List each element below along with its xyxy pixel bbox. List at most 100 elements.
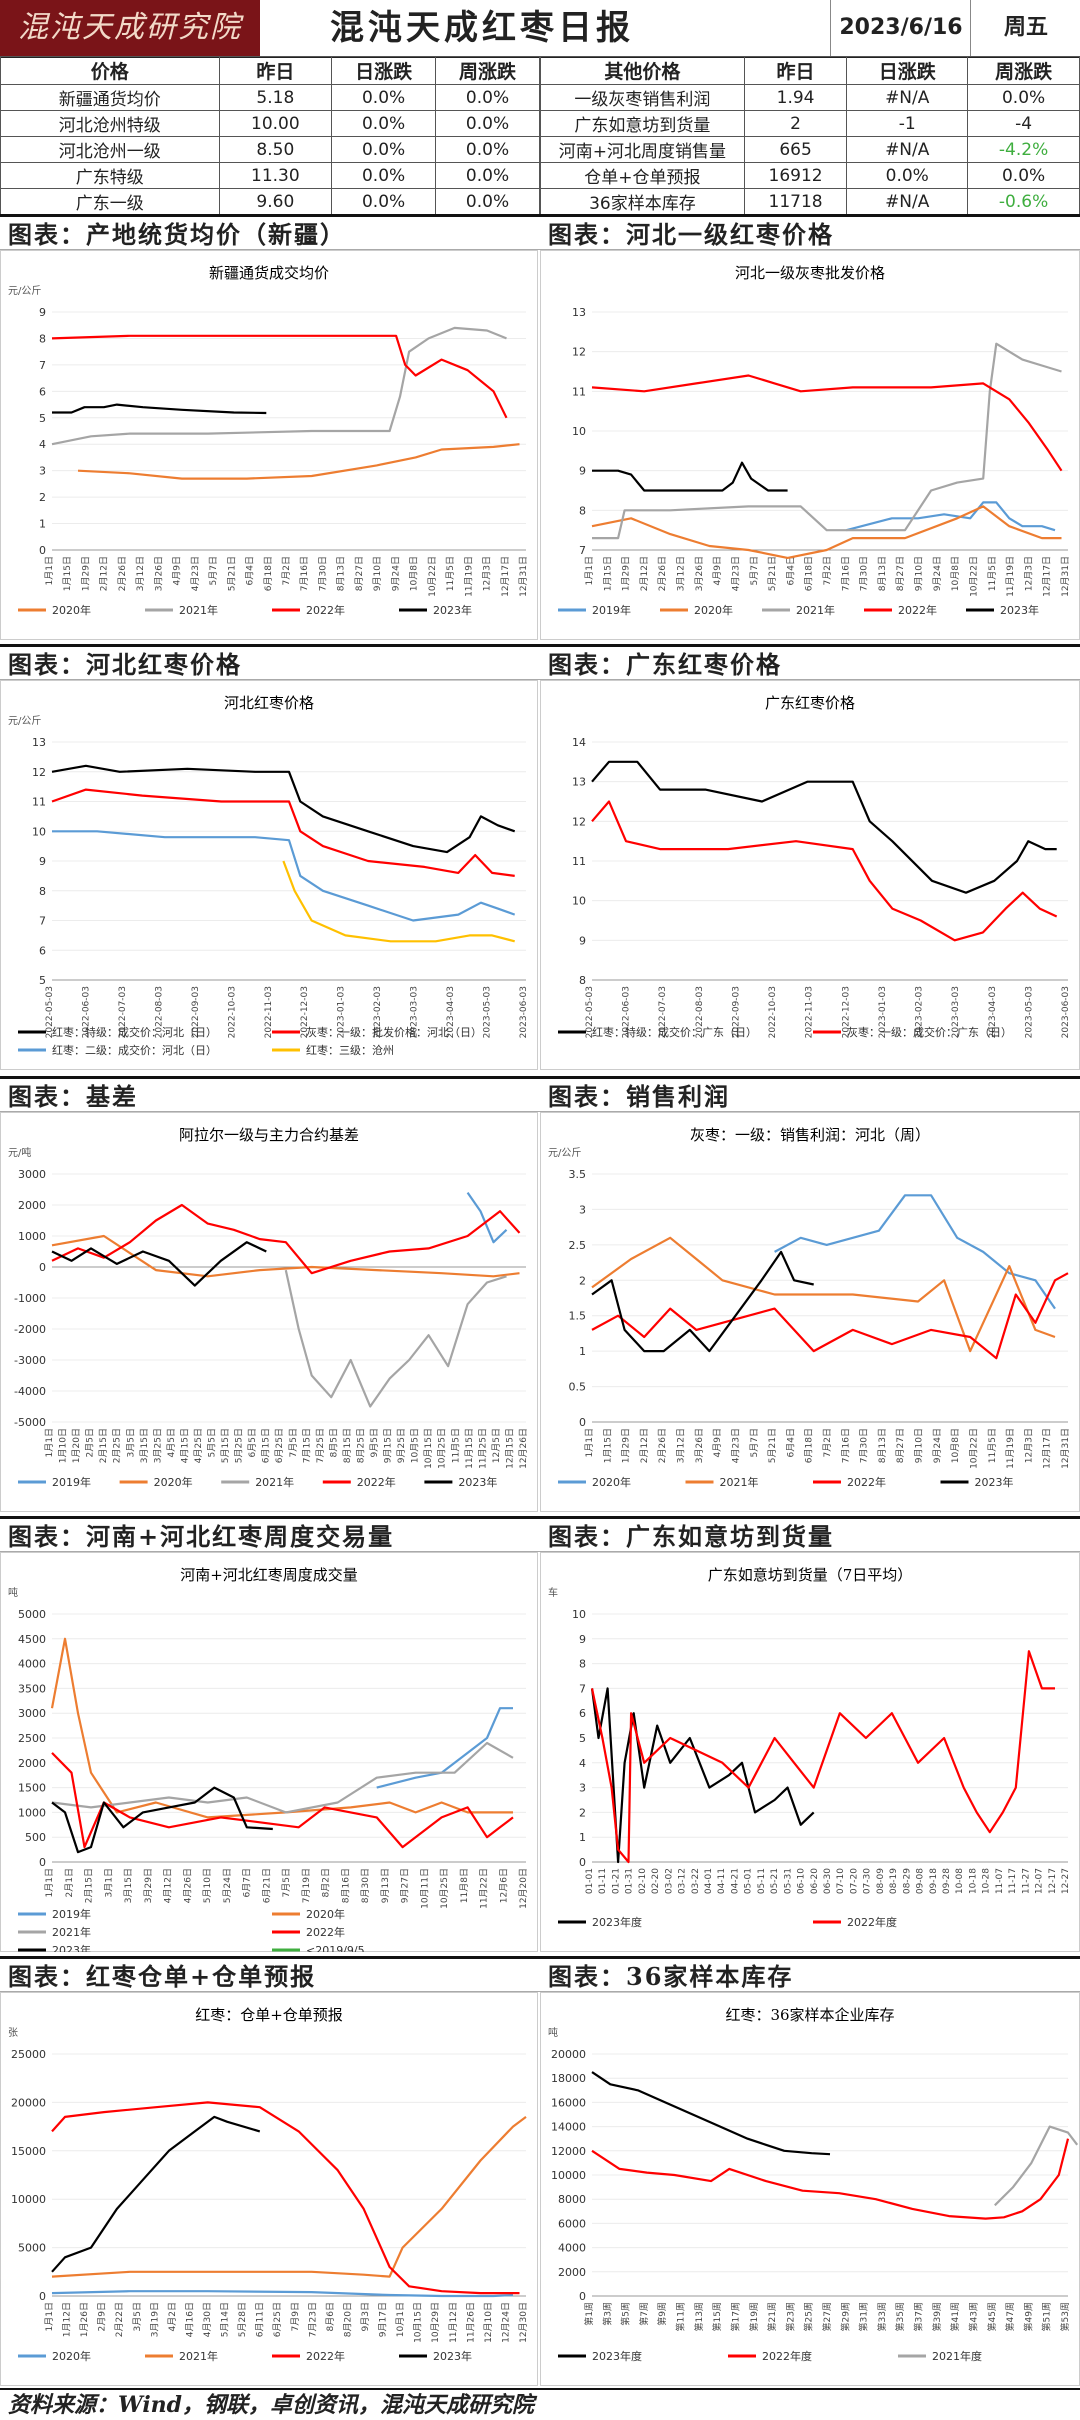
chart-title: 红枣：36家样本企业库存 [725, 2006, 894, 2024]
table-cell: 2 [743, 110, 848, 137]
row-label: 广东如意坊到货量 [540, 110, 745, 137]
x-tick-label: 6月4日 [785, 1428, 796, 1457]
table-cell: 8.50 [218, 136, 333, 163]
section-title: 图表：河北一级红枣价格 [540, 214, 1080, 250]
x-tick-label: 07-30 [863, 1868, 873, 1894]
x-tick-label: 1月10日 [58, 1428, 69, 1463]
x-tick-label: 12月17日 [500, 556, 511, 597]
legend-label: 灰枣：一级：成交价：广东（日） [847, 1025, 1012, 1039]
x-tick-label: 6月7日 [242, 1868, 253, 1897]
y-tick-label: 18000 [551, 2072, 586, 2085]
chart-frame [540, 680, 1080, 1070]
chart-frame [0, 1992, 538, 2386]
y-tick-label: 14000 [551, 2121, 586, 2134]
y-tick-label: 12000 [551, 2145, 586, 2158]
y-tick-label: 4000 [18, 1658, 46, 1671]
x-tick-label: 9月5日 [369, 1428, 380, 1457]
section-title: 图表：销售利润 [540, 1076, 1080, 1112]
y-tick-label: 1 [39, 518, 46, 531]
x-tick-label: 2月25日 [112, 1428, 123, 1463]
y-tick-label: 20000 [11, 2096, 46, 2109]
x-tick-label: 11月5日 [987, 1428, 998, 1463]
x-tick-label: 10月5日 [410, 1428, 421, 1463]
chart-frame [0, 1112, 538, 1512]
x-tick-label: 11月15日 [464, 1428, 475, 1469]
series-line [592, 461, 788, 492]
y-tick-label: 2 [579, 1274, 586, 1287]
x-tick-label: 2月22日 [114, 2302, 125, 2337]
x-tick-label: 7月30日 [859, 1428, 870, 1463]
y-tick-label: 10 [572, 425, 586, 438]
x-tick-label: 1月12日 [62, 2302, 73, 2337]
x-tick-label: 4月9日 [712, 1428, 723, 1457]
x-tick-label: 3月26日 [694, 1428, 705, 1463]
y-tick-label: 2 [579, 1806, 586, 1819]
x-tick-label: 12-27 [1061, 1868, 1071, 1894]
x-tick-label: 7月9日 [290, 2302, 301, 2331]
col-header: 其他价格 [540, 56, 745, 85]
chart-frame [0, 250, 538, 640]
y-tick-label: -4000 [14, 1385, 46, 1398]
y-tick-label: 7 [579, 1682, 586, 1695]
x-tick-label: 2022-11-03 [805, 986, 815, 1038]
x-tick-label: 第15周 [711, 2302, 723, 2331]
x-tick-label: 05-11 [757, 1868, 767, 1894]
x-tick-label: 5月5日 [207, 1428, 218, 1457]
x-tick-label: 01-21 [611, 1868, 621, 1894]
series-line [51, 1752, 514, 1849]
y-tick-label: 9 [39, 855, 46, 868]
x-tick-label: 第45周 [986, 2302, 998, 2331]
section-title: 图表：产地统货均价（新疆） [0, 214, 540, 250]
x-tick-label: 12月3日 [482, 556, 493, 591]
row-label: 一级灰枣销售利润 [540, 84, 745, 111]
chart-frame [0, 1552, 538, 1952]
x-tick-label: 4月16日 [184, 2302, 195, 2337]
x-tick-label: 2023-02-03 [915, 986, 925, 1038]
x-tick-label: 8月15日 [342, 1428, 353, 1463]
y-tick-label: 2.5 [569, 1239, 587, 1252]
x-tick-label: 9月10日 [372, 556, 383, 591]
x-tick-label: 8月13日 [877, 1428, 888, 1463]
y-tick-label: -1000 [14, 1292, 46, 1305]
table-row: 河北沧州一级 8.50 0.0% 0.0% [0, 136, 540, 163]
table-row: 河北沧州特级 10.00 0.0% 0.0% [0, 110, 540, 137]
x-tick-label: 3月26日 [694, 556, 705, 591]
x-tick-label: 8月30日 [360, 1868, 371, 1903]
chart-title: 河北红枣价格 [224, 694, 314, 712]
x-tick-label: 第41周 [949, 2302, 961, 2331]
x-tick-label: 第21周 [766, 2302, 778, 2331]
y-tick-label: 10000 [11, 2193, 46, 2206]
x-tick-label: 1月20日 [71, 1428, 82, 1463]
x-tick-label: 9月10日 [914, 556, 925, 591]
series-line [51, 2116, 527, 2278]
chart-guangdong-price: 广东红枣价格 8 9 10 11 12 13 14 2022-05-03 2022-06-03 20… [540, 680, 1080, 1070]
series-line [51, 764, 516, 854]
series-line [51, 1741, 514, 1814]
legend-label: 2021年度 [932, 2349, 982, 2363]
y-tick-label: 6 [579, 1707, 586, 1720]
legend-label: 2020年 [592, 1475, 631, 1489]
legend-label: 红枣：特级：成交价：河北（日） [52, 1025, 217, 1039]
y-tick-label: 1 [579, 1831, 586, 1844]
x-tick-label: 2023-04-03 [446, 986, 456, 1038]
row-label: 仓单+仓单预报 [540, 162, 745, 189]
y-tick-label: 5000 [18, 2242, 46, 2255]
x-tick-label: 11月19日 [1005, 1428, 1016, 1469]
x-tick-label: 6月18日 [263, 556, 274, 591]
y-tick-label: 5 [39, 412, 46, 425]
x-tick-label: 12月17日 [1042, 1428, 1053, 1469]
x-tick-label: 第25周 [803, 2302, 815, 2331]
x-tick-label: 12月26日 [518, 1428, 529, 1469]
x-tick-label: 06-10 [797, 1868, 807, 1894]
x-tick-label: 4月30日 [202, 2302, 213, 2337]
x-tick-label: 1月29日 [621, 1428, 632, 1463]
table-cell: 0.0% [435, 110, 540, 137]
table-cell: -4.2% [967, 136, 1080, 163]
series-line [51, 1203, 521, 1275]
chart-title: 红枣：仓单+仓单预报 [195, 2006, 343, 2024]
x-tick-label: 9月17日 [378, 2302, 389, 2337]
x-tick-label: 08-19 [889, 1868, 899, 1894]
table-cell: 0.0% [331, 110, 437, 137]
